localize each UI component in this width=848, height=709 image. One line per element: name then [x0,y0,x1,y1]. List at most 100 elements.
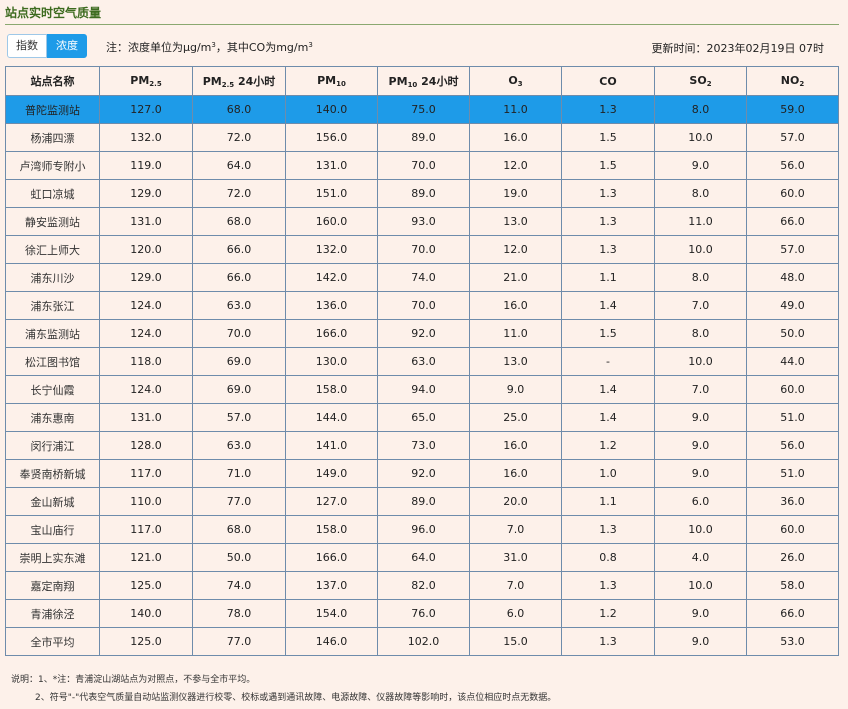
col-header-no2: NO2 [746,66,839,96]
value-cell: 128.0 [99,431,193,460]
station-name-cell: 青浦徐泾 [5,599,100,628]
table-row[interactable]: 虹口凉城 129.0 72.0 151.0 89.0 19.0 1.3 8.0 60.0 [5,179,839,208]
value-cell: 68.0 [192,95,286,124]
value-cell: 166.0 [285,319,378,348]
footer-note-1: 说明：1、*注：青浦淀山湖站点为对照点，不参与全市平均。 [11,675,256,685]
table-row[interactable]: 松江图书馆 118.0 69.0 130.0 63.0 13.0-10.0 44.0 [5,347,839,376]
value-cell: 16.0 [469,123,562,152]
value-cell: 1.0 [561,459,655,488]
table-row[interactable]: 浦东监测站 124.0 70.0 166.0 92.0 11.0 1.5 8.0 50.0 [5,319,839,348]
table-row[interactable]: 长宁仙霞 124.0 69.0 158.0 94.0 9.0 1.4 7.0 60.0 [5,375,839,404]
station-name-cell: 浦东监测站 [5,319,100,348]
table-row[interactable]: 徐汇上师大 120.0 66.0 132.0 70.0 12.0 1.3 10.0 57.0 [5,235,839,264]
col-header-station: 站点名称 [5,66,100,96]
table-body: 普陀监测站 127.0 68.0 140.0 75.0 11.0 1.3 8.0 59.0 杨浦四… [5,95,839,656]
col-header-co: CO [561,66,655,96]
station-name-cell: 普陀监测站 [5,95,100,124]
value-cell: 9.0 [654,431,747,460]
value-cell: 1.3 [561,515,655,544]
value-cell: 10.0 [654,123,747,152]
table-row[interactable]: 浦东川沙 129.0 66.0 142.0 74.0 21.0 1.1 8.0 48.0 [5,263,839,292]
value-cell: 56.0 [746,431,839,460]
value-cell: 154.0 [285,599,378,628]
station-name-cell: 浦东惠南 [5,403,100,432]
station-name-cell: 闵行浦江 [5,431,100,460]
col-header-so2: SO2 [654,66,747,96]
table-row[interactable]: 浦东惠南 131.0 57.0 144.0 65.0 25.0 1.4 9.0 51.0 [5,403,839,432]
col-header-o3: O3 [469,66,562,96]
footer-note-2: 2、符号"-"代表空气质量自动站监测仪器进行校零、校标或遇到通讯故障、电源故障、… [35,693,557,703]
station-name-cell: 崇明上实东滩 [5,543,100,572]
title-divider [5,24,839,25]
table-row[interactable]: 卢湾师专附小 119.0 64.0 131.0 70.0 12.0 1.5 9.0 56.0 [5,151,839,180]
col-header-pm10: PM10 [285,66,378,96]
value-cell: 60.0 [746,375,839,404]
value-cell: 16.0 [469,459,562,488]
value-cell: 144.0 [285,403,378,432]
value-cell: 1.5 [561,123,655,152]
value-cell: 7.0 [469,515,562,544]
table-row[interactable]: 闵行浦江 128.0 63.0 141.0 73.0 16.0 1.2 9.0 56.0 [5,431,839,460]
value-cell: 131.0 [99,403,193,432]
value-cell: 70.0 [377,291,470,320]
value-cell: 127.0 [99,95,193,124]
value-cell: 19.0 [469,179,562,208]
value-cell: 16.0 [469,291,562,320]
station-name-cell: 金山新城 [5,487,100,516]
value-cell: 158.0 [285,515,378,544]
station-name-cell: 松江图书馆 [5,347,100,376]
value-cell: 89.0 [377,179,470,208]
value-cell: 72.0 [192,123,286,152]
value-cell: 70.0 [192,319,286,348]
value-cell: 9.0 [654,151,747,180]
table-row[interactable]: 奉贤南桥新城 117.0 71.0 149.0 92.0 16.0 1.0 9.0 51.0 [5,459,839,488]
table-row[interactable]: 静安监测站 131.0 68.0 160.0 93.0 13.0 1.3 11.0 66.0 [5,207,839,236]
display-mode-toggle: 指数 浓度 [7,34,87,58]
value-cell: 9.0 [654,599,747,628]
value-cell: 125.0 [99,571,193,600]
value-cell: 66.0 [746,207,839,236]
value-cell: 141.0 [285,431,378,460]
value-cell: 117.0 [99,459,193,488]
value-cell: 125.0 [99,627,193,656]
value-cell: 1.4 [561,403,655,432]
value-cell: 1.3 [561,179,655,208]
table-row[interactable]: 普陀监测站 127.0 68.0 140.0 75.0 11.0 1.3 8.0 59.0 [5,95,839,124]
table-row[interactable]: 浦东张江 124.0 63.0 136.0 70.0 16.0 1.4 7.0 49.0 [5,291,839,320]
station-name-cell: 徐汇上师大 [5,235,100,264]
value-cell: 74.0 [192,571,286,600]
value-cell: 1.1 [561,487,655,516]
index-toggle-button[interactable]: 指数 [7,34,47,58]
value-cell: 118.0 [99,347,193,376]
table-row[interactable]: 崇明上实东滩 121.0 50.0 166.0 64.0 31.0 0.8 4.0 26.0 [5,543,839,572]
value-cell: 7.0 [654,375,747,404]
value-cell: 6.0 [469,599,562,628]
value-cell: 156.0 [285,123,378,152]
value-cell: 102.0 [377,627,470,656]
value-cell: 129.0 [99,263,193,292]
value-cell: 11.0 [469,319,562,348]
value-cell: 151.0 [285,179,378,208]
value-cell: 1.3 [561,95,655,124]
value-cell: - [561,347,655,376]
value-cell: 9.0 [654,627,747,656]
value-cell: 77.0 [192,487,286,516]
value-cell: 78.0 [192,599,286,628]
value-cell: 120.0 [99,235,193,264]
value-cell: 70.0 [377,235,470,264]
table-row[interactable]: 杨浦四漂 132.0 72.0 156.0 89.0 16.0 1.5 10.0 57.0 [5,123,839,152]
footer-notes: 说明：1、*注：青浦淀山湖站点为对照点，不参与全市平均。 2、符号"-"代表空气… [11,671,556,707]
value-cell: 70.0 [377,151,470,180]
value-cell: 132.0 [285,235,378,264]
table-row[interactable]: 金山新城 110.0 77.0 127.0 89.0 20.0 1.1 6.0 36.0 [5,487,839,516]
table-row[interactable]: 青浦徐泾 140.0 78.0 154.0 76.0 6.0 1.2 9.0 66.0 [5,599,839,628]
value-cell: 25.0 [469,403,562,432]
value-cell: 60.0 [746,515,839,544]
value-cell: 166.0 [285,543,378,572]
table-row[interactable]: 嘉定南翔 125.0 74.0 137.0 82.0 7.0 1.3 10.0 58.0 [5,571,839,600]
concentration-toggle-button[interactable]: 浓度 [47,34,87,58]
value-cell: 7.0 [654,291,747,320]
table-row[interactable]: 全市平均 125.0 77.0 146.0 102.0 15.0 1.3 9.0 53.0 [5,627,839,656]
table-row[interactable]: 宝山庙行 117.0 68.0 158.0 96.0 7.0 1.3 10.0 60.0 [5,515,839,544]
value-cell: 124.0 [99,375,193,404]
